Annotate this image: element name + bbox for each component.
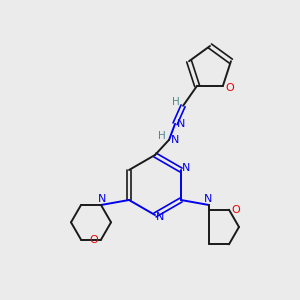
Text: N: N [177, 119, 185, 129]
Text: N: N [156, 212, 164, 222]
Text: H: H [158, 131, 166, 141]
Text: N: N [171, 135, 179, 145]
Text: N: N [182, 163, 190, 173]
Text: N: N [98, 194, 106, 204]
Text: O: O [90, 235, 98, 244]
Text: N: N [204, 194, 212, 204]
Text: H: H [172, 97, 180, 107]
Text: O: O [226, 83, 234, 93]
Text: O: O [232, 205, 240, 215]
